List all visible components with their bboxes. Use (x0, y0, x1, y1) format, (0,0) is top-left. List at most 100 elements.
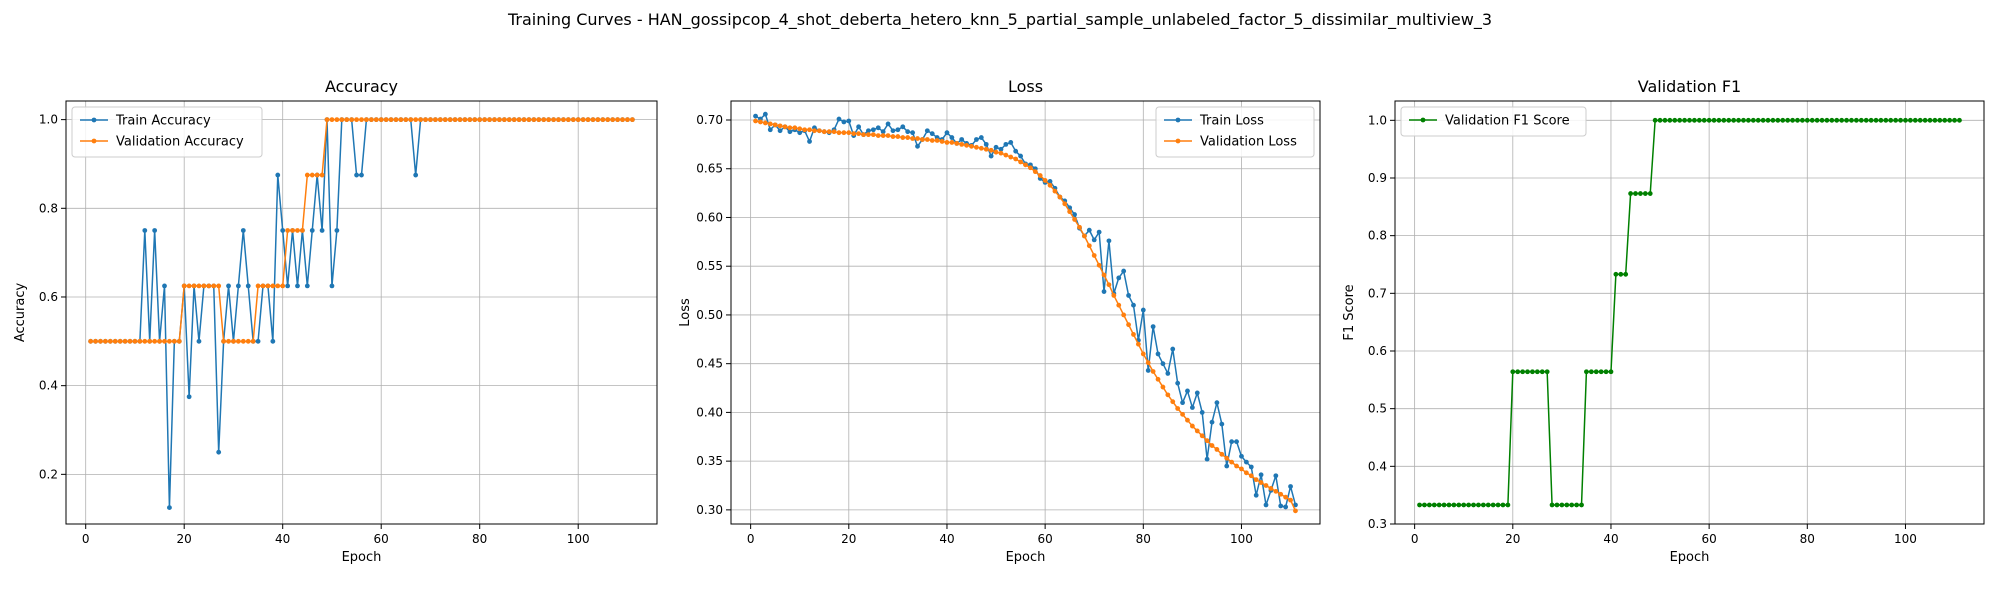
accuracy-panel: 0 20 40 60 80 100 0.2 0.4 0.6 0.8 1.0 Accuracy Epoch… (13, 77, 658, 565)
data-point (1003, 141, 1009, 147)
data-point (929, 131, 935, 137)
data-point (846, 130, 852, 136)
data-point (1677, 117, 1683, 123)
data-point (437, 117, 443, 123)
data-point (501, 117, 507, 123)
data-point (1520, 369, 1526, 375)
data-point (1180, 400, 1185, 406)
data-point (1603, 369, 1609, 375)
figure-title: Training Curves - HAN_gossipcop_4_shot_d… (507, 10, 1492, 30)
data-point (1780, 117, 1786, 123)
x-axis-label: Epoch (1006, 550, 1046, 565)
data-point (364, 117, 369, 123)
data-point (993, 144, 999, 150)
data-point (1451, 502, 1457, 508)
data-point (290, 228, 295, 233)
data-point (1480, 502, 1486, 508)
data-point (895, 134, 901, 139)
data-point (1466, 502, 1472, 508)
data-point (492, 117, 497, 123)
data-point (127, 338, 133, 344)
data-point (978, 135, 984, 140)
data-point (497, 117, 502, 123)
data-point (1696, 117, 1702, 123)
data-point (1431, 502, 1437, 508)
data-point (1912, 117, 1918, 123)
series-markers (753, 118, 1298, 514)
data-point (1893, 117, 1899, 123)
data-point (1539, 369, 1545, 375)
data-point (1554, 502, 1560, 508)
data-point (915, 143, 920, 149)
data-point (575, 117, 581, 123)
data-point (1032, 169, 1038, 175)
legend-label: Validation Loss (1200, 135, 1297, 150)
data-point (1199, 433, 1205, 439)
y-tick-label: 1.0 (39, 113, 58, 127)
data-point (959, 137, 965, 142)
data-point (432, 117, 438, 123)
data-point (324, 117, 330, 123)
data-point (1047, 182, 1053, 188)
data-point (255, 338, 261, 344)
legend-box (1400, 106, 1587, 137)
data-point (1898, 117, 1903, 123)
data-point (162, 338, 167, 344)
data-point (1243, 470, 1249, 476)
data-point (969, 143, 974, 149)
data-point (393, 117, 399, 123)
data-point (211, 283, 217, 289)
data-point (924, 128, 930, 134)
data-point (285, 283, 291, 289)
data-point (418, 117, 423, 123)
data-point (1121, 268, 1127, 274)
data-point (561, 117, 566, 123)
data-point (1559, 502, 1565, 508)
data-point (1721, 117, 1727, 123)
series-markers (1417, 117, 1962, 508)
data-point (1248, 464, 1254, 470)
data-point (280, 283, 286, 289)
data-point (359, 172, 364, 178)
data-point (585, 117, 591, 123)
data-point (1505, 502, 1511, 508)
data-point (993, 149, 999, 155)
data-point (309, 172, 315, 178)
data-point (1569, 502, 1575, 508)
y-tick-label: 0.40 (696, 405, 723, 419)
data-point (1209, 443, 1215, 448)
data-point (171, 338, 177, 344)
data-point (974, 144, 979, 150)
panel-title: Loss (1008, 77, 1043, 96)
data-point (831, 129, 837, 135)
data-point (157, 338, 162, 344)
data-point (1593, 369, 1599, 375)
data-point (915, 136, 920, 141)
data-point (270, 283, 276, 289)
data-point (1647, 191, 1653, 196)
data-point (1155, 351, 1161, 357)
data-point (186, 394, 192, 400)
data-point (319, 228, 325, 233)
data-point (900, 124, 906, 130)
data-point (1131, 332, 1136, 337)
data-point (836, 116, 842, 122)
data-point (610, 117, 616, 123)
data-point (836, 130, 842, 136)
data-point (1106, 238, 1112, 244)
legend-label: Validation F1 Score (1445, 114, 1570, 129)
y-tick-label: 0.30 (696, 503, 723, 517)
data-point (240, 338, 246, 344)
legend-marker (1175, 138, 1181, 144)
data-point (1150, 369, 1156, 374)
data-point (1126, 293, 1131, 298)
data-point (1873, 117, 1879, 123)
data-point (1692, 117, 1697, 123)
data-point (1067, 209, 1073, 215)
data-point (1023, 162, 1028, 168)
data-point (1824, 117, 1830, 123)
data-point (536, 117, 542, 123)
data-point (885, 121, 891, 127)
data-point (1853, 117, 1859, 123)
data-point (1096, 262, 1102, 268)
